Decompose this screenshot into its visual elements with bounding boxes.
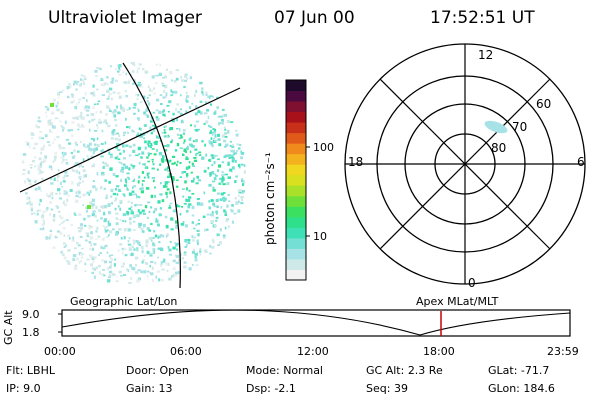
altitude-ytick-9: 9.0 [22, 308, 40, 321]
info-gain: Gain: 13 [126, 382, 173, 395]
info-dsp: Dsp: -2.1 [246, 382, 296, 395]
colorbar [286, 80, 306, 281]
colorbar-segment [286, 111, 306, 123]
colorbar-segment [286, 237, 306, 249]
colorbar-frame [285, 79, 307, 281]
colorbar-unit-label: photon cm⁻²s⁻¹ [263, 152, 277, 245]
xtick-1800: 18:00 [423, 345, 455, 358]
info-seq: Seq: 39 [366, 382, 408, 395]
xtick-0600: 06:00 [170, 345, 202, 358]
instrument-title: Ultraviolet Imager [48, 8, 202, 28]
mlt-label-0: 0 [468, 276, 476, 290]
time-label: 17:52:51 UT [430, 8, 535, 28]
colorbar-segment [286, 143, 306, 155]
colorbar-segment [286, 258, 306, 270]
apex-caption: Apex MLat/MLT [416, 295, 499, 308]
colorbar-segment [286, 248, 306, 260]
latitude-line [19, 87, 241, 193]
colorbar-segment [286, 164, 306, 176]
colorbar-label-10: 10 [313, 230, 327, 243]
colorbar-segment [286, 122, 306, 134]
altitude-plot-frame [61, 309, 571, 337]
geographic-caption: Geographic Lat/Lon [70, 295, 178, 308]
mlat-label-60: 60 [536, 97, 552, 111]
altitude-ylabel: GC Alt [2, 310, 15, 345]
info-ip: IP: 9.0 [6, 382, 41, 395]
colorbar-segment [286, 174, 306, 186]
colorbar-segment [286, 80, 306, 92]
polar-diagonal-2 [379, 78, 551, 250]
mlt-label-12: 12 [478, 48, 494, 62]
colorbar-segment [286, 132, 306, 144]
info-mode: Mode: Normal [246, 364, 323, 377]
info-glat: GLat: -71.7 [488, 364, 550, 377]
geographic-image [21, 61, 246, 284]
info-gcalt: GC Alt: 2.3 Re [366, 364, 443, 377]
colorbar-segment [286, 227, 306, 239]
altitude-curve [61, 309, 571, 336]
colorbar-segment [286, 90, 306, 102]
colorbar-segment [286, 101, 306, 113]
colorbar-segment [286, 195, 306, 207]
polar-plot [344, 43, 586, 285]
mlat-label-80: 80 [491, 141, 507, 155]
aurora-patch [484, 120, 508, 134]
colorbar-segment [286, 185, 306, 197]
info-door: Door: Open [126, 364, 189, 377]
date-label: 07 Jun 00 [274, 8, 355, 28]
altitude-plot [58, 309, 571, 337]
xtick-1200: 12:00 [297, 345, 329, 358]
xtick-2359: 23:59 [547, 345, 579, 358]
longitude-line [122, 62, 181, 289]
mlt-label-18: 18 [348, 155, 364, 169]
info-glon: GLon: 184.6 [488, 382, 555, 395]
info-flt: Flt: LBHL [6, 364, 55, 377]
colorbar-segment [286, 153, 306, 165]
colorbar-label-100: 100 [313, 141, 334, 154]
colorbar-segment [286, 269, 306, 281]
xtick-0000: 00:00 [44, 345, 76, 358]
altitude-ytick-1-8: 1.8 [22, 326, 40, 339]
colorbar-segment [286, 206, 306, 218]
mlt-label-6: 6 [577, 155, 585, 169]
mlat-label-70: 70 [512, 120, 528, 134]
colorbar-segment [286, 216, 306, 228]
